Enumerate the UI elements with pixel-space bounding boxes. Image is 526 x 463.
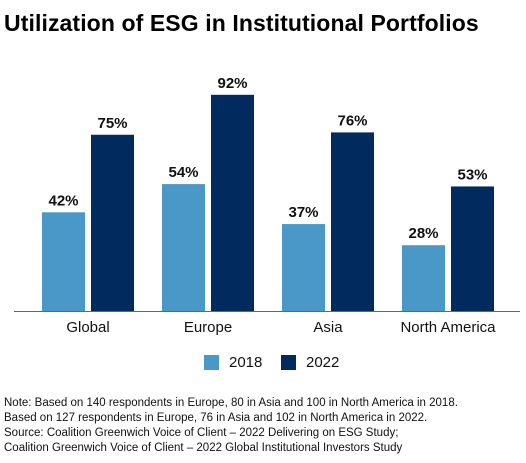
legend: 2018 2022 xyxy=(0,354,526,374)
legend-item-2018: 2018 xyxy=(204,354,262,371)
data-label: 37% xyxy=(288,204,318,221)
data-label: 75% xyxy=(97,115,127,132)
legend-label-2018: 2018 xyxy=(229,354,263,371)
bar-2022-global xyxy=(91,134,134,311)
x-tick-label: Europe xyxy=(184,319,232,336)
legend-swatch-2018 xyxy=(204,355,219,370)
note-line: Source: Coalition Greenwich Voice of Cli… xyxy=(4,427,399,439)
data-label: 92% xyxy=(217,75,247,92)
bar-2022-asia xyxy=(331,132,374,311)
data-label: 76% xyxy=(337,112,367,129)
x-tick-label: Global xyxy=(66,319,109,336)
legend-label-2022: 2022 xyxy=(306,354,340,371)
x-tick-label: North America xyxy=(400,319,496,336)
data-label: 42% xyxy=(48,192,78,209)
x-tick-label: Asia xyxy=(313,319,343,336)
note-line: Note: Based on 140 respondents in Europe… xyxy=(4,397,458,409)
bar-2018-north-america xyxy=(402,245,445,311)
bar-2022-north-america xyxy=(451,186,494,311)
note-line: Based on 127 respondents in Europe, 76 i… xyxy=(4,412,428,424)
bar-2018-global xyxy=(42,212,85,311)
legend-item-2022: 2022 xyxy=(281,354,339,371)
legend-swatch-2022 xyxy=(281,355,296,370)
data-label: 53% xyxy=(457,166,487,183)
note-line: Coalition Greenwich Voice of Client – 20… xyxy=(4,442,403,454)
bar-2018-asia xyxy=(282,224,325,311)
bar-2018-europe xyxy=(162,184,205,311)
bar-2022-europe xyxy=(211,94,254,311)
footnotes: Note: Based on 140 respondents in Europe… xyxy=(4,396,458,456)
chart-title: Utilization of ESG in Institutional Port… xyxy=(4,10,479,36)
data-label: 28% xyxy=(408,225,438,242)
bar-chart: 42% 75% Global 54% 92% Europe 37% 76% Asia 28% 53%… xyxy=(14,75,520,336)
data-label: 54% xyxy=(168,164,198,181)
